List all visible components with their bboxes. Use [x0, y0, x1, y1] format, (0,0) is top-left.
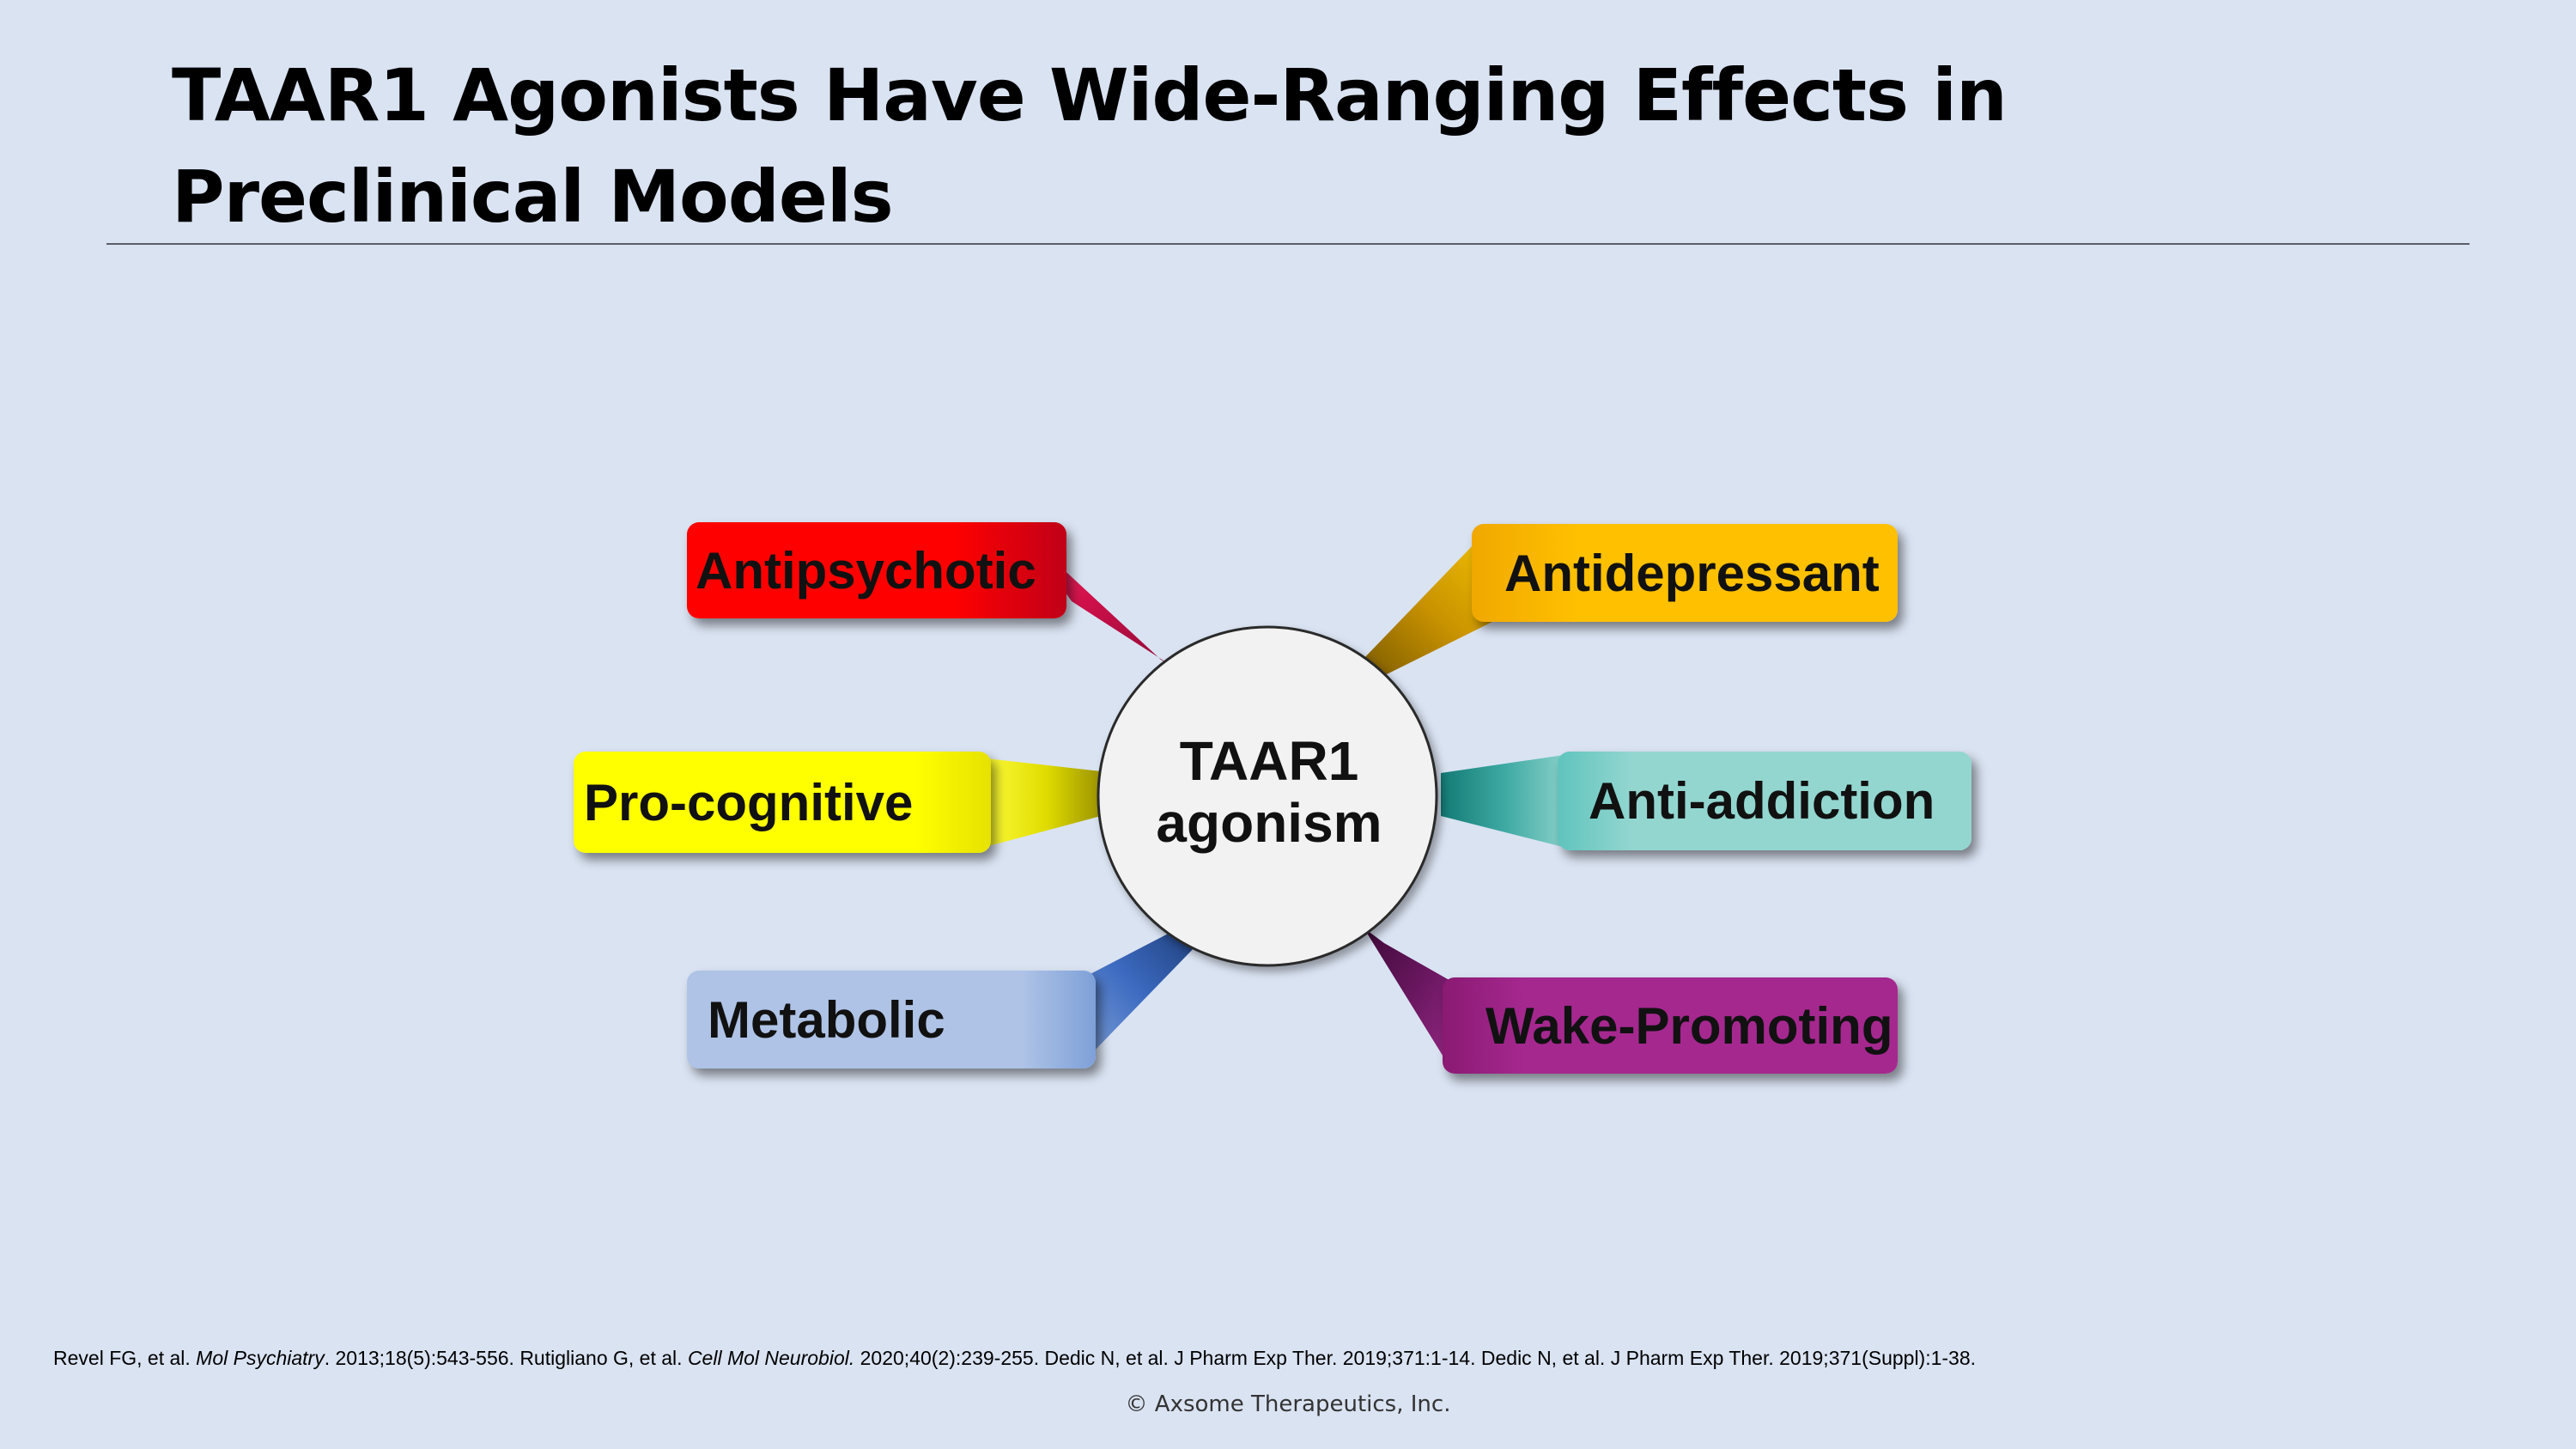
copyright-footer: © Axsome Therapeutics, Inc.	[1125, 1391, 1451, 1417]
connector-antidepressant	[1361, 543, 1499, 679]
effect-label: Antipsychotic	[696, 541, 1036, 600]
effect-label: Pro-cognitive	[584, 773, 914, 831]
effect-pro-cognitive: Pro-cognitive	[574, 752, 991, 853]
connector-pro-cognitive	[979, 758, 1101, 849]
effect-label: Metabolic	[708, 990, 945, 1049]
connector-wake-promoting	[1364, 928, 1460, 1069]
effect-label: Anti-addiction	[1589, 772, 1935, 830]
ref-1-details: . 2013;18(5):543-556. Rutigliano G, et a…	[324, 1347, 688, 1369]
effect-anti-addiction: Anti-addiction	[1558, 752, 1971, 850]
center-node-label: TAAR1 agonism	[1097, 730, 1441, 854]
center-label-line-1: TAAR1	[1179, 730, 1359, 792]
center-node	[1097, 625, 1438, 967]
center-label-line-2: agonism	[1156, 792, 1382, 854]
slide-title: TAAR1 Agonists Have Wide-Ranging Effects…	[172, 45, 2147, 247]
references: Revel FG, et al. Mol Psychiatry. 2013;18…	[53, 1347, 2543, 1370]
slide-title-line-2: Preclinical Models	[172, 155, 894, 239]
effect-metabolic: Metabolic	[687, 971, 1096, 1068]
effect-label: Wake-Promoting	[1485, 996, 1893, 1055]
connector-metabolic	[1084, 929, 1199, 1056]
effect-antipsychotic: Antipsychotic	[687, 522, 1066, 618]
effect-antidepressant: Antidepressant	[1472, 524, 1898, 622]
ref-1-authors: Revel FG, et al.	[53, 1347, 197, 1369]
slide-title-line-1: TAAR1 Agonists Have Wide-Ranging Effects…	[172, 53, 2008, 137]
effect-label: Antidepressant	[1504, 544, 1880, 602]
ref-2-journal: Cell Mol Neurobiol.	[687, 1347, 855, 1369]
connector-anti-addiction	[1441, 754, 1570, 849]
ref-2-details: 2020;40(2):239-255. Dedic N, et al. J Ph…	[854, 1347, 1977, 1369]
ref-1-journal: Mol Psychiatry	[196, 1347, 325, 1369]
effect-wake-promoting: Wake-Promoting	[1443, 977, 1898, 1074]
title-divider	[106, 243, 2470, 245]
